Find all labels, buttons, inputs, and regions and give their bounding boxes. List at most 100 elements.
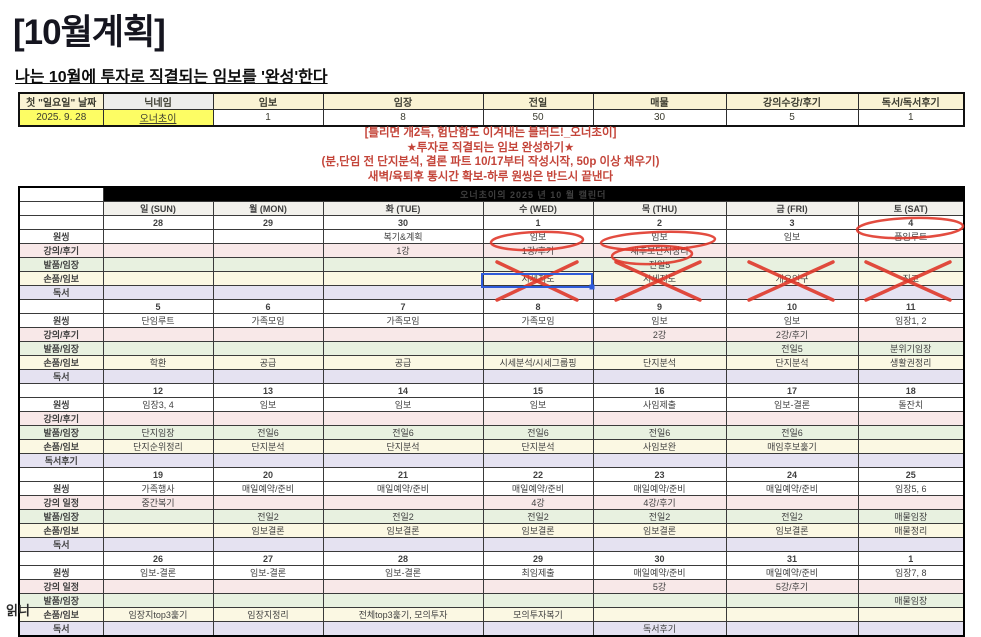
date-cell[interactable]: 8 [482,299,594,314]
calendar-cell[interactable]: 최임제출 [482,565,594,580]
goal-value-cell[interactable]: 오너초이 [102,109,214,127]
calendar-cell[interactable] [725,621,859,637]
row-label-cell[interactable]: 손품/임보 [18,271,104,286]
calendar-cell[interactable]: 임장1, 2 [857,313,965,328]
calendar-cell[interactable] [102,523,214,538]
calendar-cell[interactable]: 단지임장 [102,425,214,440]
calendar-cell[interactable] [102,271,214,286]
calendar-cell[interactable] [102,621,214,637]
calendar-cell[interactable] [102,509,214,524]
calendar-cell[interactable] [857,285,965,300]
calendar-cell[interactable]: 시세지도 [482,271,594,286]
calendar-cell[interactable]: 매일예약/준비 [322,481,484,496]
calendar-cell[interactable]: 가족모임 [322,313,484,328]
calendar-cell[interactable]: 4강 [482,495,594,510]
date-cell[interactable]: 14 [322,383,484,398]
calendar-cell[interactable]: 1강 [322,243,484,258]
calendar-cell[interactable] [725,495,859,510]
calendar-cell[interactable]: 매일예약/준비 [725,565,859,580]
row-label-cell[interactable]: 발품/임장 [18,341,104,356]
calendar-cell[interactable]: 전일2 [592,509,727,524]
calendar-cell[interactable]: 임보-결론 [725,397,859,412]
calendar-cell[interactable]: 복기&계획 [322,229,484,244]
calendar-cell[interactable]: 2강/후기 [725,327,859,342]
calendar-cell[interactable] [857,607,965,622]
day-header-cell[interactable]: 화 (TUE) [322,201,484,216]
calendar-cell[interactable]: 가족모임 [212,313,324,328]
date-cell[interactable]: 21 [322,467,484,482]
calendar-cell[interactable] [482,537,594,552]
calendar-cell[interactable] [857,425,965,440]
goal-value-cell[interactable]: 1 [212,109,324,127]
calendar-cell[interactable] [102,341,214,356]
goal-header-cell[interactable]: 독서/독서후기 [857,92,965,110]
day-header-cell[interactable]: 일 (SUN) [102,201,214,216]
calendar-cell[interactable]: 생활권정리 [857,355,965,370]
calendar-cell[interactable]: 모의투자복기 [482,607,594,622]
calendar-cell[interactable]: 임보결론 [725,523,859,538]
goal-value-cell[interactable]: 8 [322,109,484,127]
calendar-cell[interactable]: 임보 [322,397,484,412]
calendar-cell[interactable] [592,537,727,552]
calendar-cell[interactable] [322,453,484,468]
row-label-cell[interactable]: 원씽 [18,565,104,580]
calendar-cell[interactable]: 전일2 [725,509,859,524]
date-cell[interactable]: 29 [482,551,594,566]
date-cell[interactable]: 25 [857,467,965,482]
date-cell[interactable]: 24 [725,467,859,482]
calendar-cell[interactable] [322,537,484,552]
calendar-cell[interactable]: 임장3, 4 [102,397,214,412]
calendar-cell[interactable] [725,369,859,384]
row-label-cell[interactable]: 손품/임보 [18,355,104,370]
row-label-cell[interactable]: 원씽 [18,313,104,328]
date-cell[interactable]: 12 [102,383,214,398]
calendar-cell[interactable]: 전일2 [482,509,594,524]
calendar-cell[interactable] [212,285,324,300]
calendar-cell[interactable] [482,453,594,468]
date-cell[interactable]: 20 [212,467,324,482]
calendar-cell[interactable] [592,341,727,356]
calendar-cell[interactable]: 임장지top3훑기 [102,607,214,622]
calendar-cell[interactable]: 4강/후기 [592,495,727,510]
row-label-cell[interactable]: 독서 [18,369,104,384]
calendar-cell[interactable] [857,243,965,258]
calendar-cell[interactable] [322,411,484,426]
calendar-cell[interactable]: 임보 [592,229,727,244]
row-label-cell[interactable]: 발품/임장 [18,593,104,608]
calendar-cell[interactable] [725,411,859,426]
calendar-cell[interactable]: 직고 [857,271,965,286]
goal-value-cell[interactable]: 50 [482,109,594,127]
calendar-cell[interactable] [592,411,727,426]
calendar-cell[interactable]: 새후보단지정리 [592,243,727,258]
calendar-cell[interactable] [857,439,965,454]
goal-value-cell[interactable]: 5 [725,109,859,127]
calendar-cell[interactable] [725,243,859,258]
calendar-cell[interactable] [322,257,484,272]
calendar-cell[interactable] [322,495,484,510]
date-cell[interactable]: 1 [482,215,594,230]
date-cell[interactable]: 29 [212,215,324,230]
day-header-cell[interactable]: 수 (WED) [482,201,594,216]
calendar-cell[interactable] [857,411,965,426]
calendar-cell[interactable]: 5강 [592,579,727,594]
date-cell[interactable]: 7 [322,299,484,314]
calendar-cell[interactable] [102,411,214,426]
calendar-cell[interactable] [322,341,484,356]
row-label-cell[interactable]: 원씽 [18,397,104,412]
calendar-cell[interactable]: 임보 [482,397,594,412]
calendar-cell[interactable]: 공급 [212,355,324,370]
calendar-cell[interactable]: 매물정리 [857,523,965,538]
goal-header-cell[interactable]: 전일 [482,92,594,110]
calendar-cell[interactable]: 매일예약/준비 [725,481,859,496]
day-header-cell[interactable]: 토 (SAT) [857,201,965,216]
calendar-cell[interactable] [592,285,727,300]
row-label-cell[interactable]: 독서후기 [18,453,104,468]
calendar-cell[interactable]: 임보 [725,229,859,244]
date-cell[interactable]: 5 [102,299,214,314]
calendar-cell[interactable]: 2강 [592,327,727,342]
date-cell[interactable]: 18 [857,383,965,398]
calendar-cell[interactable]: 임보결론 [322,523,484,538]
calendar-cell[interactable]: 독서후기 [592,621,727,637]
date-cell[interactable]: 2 [592,215,727,230]
calendar-cell[interactable]: 학환 [102,355,214,370]
